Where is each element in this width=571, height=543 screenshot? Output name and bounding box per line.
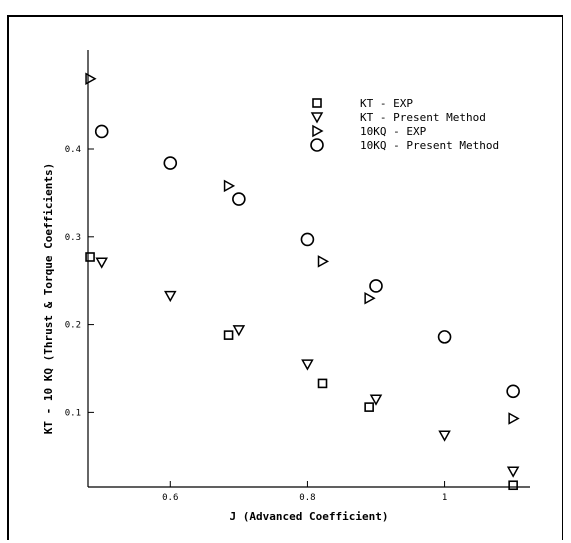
legend-marker-square — [312, 98, 322, 108]
data-point-square — [317, 378, 328, 389]
data-point-triangle-right — [364, 291, 376, 305]
data-point-triangle-right — [508, 412, 520, 425]
x-tick-label: 0.8 — [299, 493, 315, 503]
legend-label: 10KQ - EXP — [360, 125, 427, 138]
y-axis-title: KT - 10 KQ (Thrust & Torque Coefficients… — [42, 163, 55, 435]
data-point-triangle-right — [85, 72, 97, 86]
legend-label: 10KQ - Present Method — [360, 139, 499, 152]
legend-label: KT - EXP — [360, 97, 413, 110]
data-point-triangle-down — [95, 257, 108, 269]
data-point-triangle-right — [223, 179, 236, 193]
data-marks — [85, 72, 520, 491]
data-point-triangle-down — [164, 290, 177, 303]
data-point-triangle-down — [232, 325, 246, 337]
data-point-circle — [232, 192, 246, 206]
data-point-circle — [300, 232, 315, 247]
x-tick-label: 1 — [442, 493, 447, 503]
data-point-circle — [506, 384, 520, 399]
figure-frame — [7, 15, 563, 540]
legend-marker-circle — [310, 138, 324, 152]
data-point-triangle-down — [301, 359, 314, 371]
y-tick-label: 0.1 — [65, 408, 81, 418]
y-tick-label: 0.3 — [65, 233, 81, 243]
axes — [87, 50, 530, 488]
x-axis-title: J (Advanced Coefficient) — [230, 510, 389, 523]
y-tick-label: 0.2 — [65, 321, 81, 331]
data-point-circle — [163, 156, 178, 170]
legend-marker-triangle-down — [310, 112, 324, 124]
data-point-square — [85, 252, 95, 262]
data-point-triangle-right — [317, 255, 330, 268]
data-point-triangle-down — [369, 394, 383, 406]
data-point-triangle-down — [438, 430, 451, 442]
legend-label: KT - Present Method — [360, 111, 486, 124]
x-tick-label: 0.6 — [162, 493, 178, 503]
ticks: 0.6 0.8 1 0.1 0.2 0.3 0.4 — [65, 145, 448, 503]
data-point-square — [223, 330, 234, 340]
data-point-circle — [94, 124, 109, 139]
legend-marker-triangle-right — [312, 124, 324, 138]
data-point-square — [508, 480, 518, 491]
data-point-triangle-down — [506, 466, 520, 478]
y-tick-label: 0.4 — [65, 145, 81, 155]
data-point-square — [364, 402, 374, 412]
data-point-circle — [437, 330, 452, 344]
data-point-circle — [369, 279, 383, 293]
